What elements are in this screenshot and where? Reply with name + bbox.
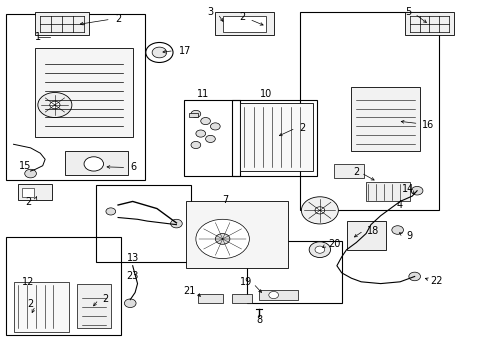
- Circle shape: [145, 42, 173, 63]
- Bar: [259, 290, 297, 300]
- Text: 2: 2: [25, 197, 31, 207]
- Bar: [366, 182, 409, 202]
- Text: 15: 15: [19, 161, 31, 171]
- Text: 21: 21: [183, 287, 195, 296]
- Circle shape: [268, 292, 278, 298]
- Text: 11: 11: [197, 89, 209, 99]
- Bar: [96, 185, 191, 262]
- Bar: [6, 14, 144, 180]
- Circle shape: [314, 246, 324, 253]
- Bar: [19, 184, 52, 200]
- Circle shape: [106, 208, 116, 215]
- Circle shape: [215, 234, 229, 244]
- Bar: [232, 294, 251, 303]
- Bar: [77, 284, 111, 328]
- Bar: [334, 164, 363, 178]
- Circle shape: [191, 141, 201, 149]
- Circle shape: [152, 47, 166, 58]
- Bar: [35, 48, 132, 137]
- Text: 23: 23: [126, 271, 139, 281]
- Text: 2: 2: [352, 167, 359, 177]
- Text: 2: 2: [239, 13, 244, 22]
- Bar: [246, 241, 341, 303]
- Text: 18: 18: [366, 226, 379, 236]
- Circle shape: [50, 101, 60, 109]
- Text: 12: 12: [22, 277, 34, 287]
- Text: 2: 2: [102, 294, 108, 303]
- Bar: [22, 188, 34, 197]
- Text: 2: 2: [298, 123, 305, 133]
- Text: 7: 7: [222, 195, 228, 204]
- Circle shape: [410, 186, 422, 195]
- Bar: [188, 113, 198, 117]
- Text: 20: 20: [327, 239, 340, 249]
- Text: 17: 17: [179, 46, 191, 56]
- Text: 10: 10: [260, 89, 272, 99]
- Bar: [186, 202, 287, 267]
- Circle shape: [308, 242, 330, 257]
- Bar: [6, 237, 120, 336]
- Text: 14: 14: [401, 184, 413, 194]
- Text: 19: 19: [240, 277, 252, 287]
- Circle shape: [196, 130, 205, 137]
- Bar: [183, 100, 239, 176]
- Text: 16: 16: [421, 120, 433, 130]
- Text: 13: 13: [126, 252, 139, 262]
- Bar: [300, 12, 438, 210]
- Text: 2: 2: [116, 14, 122, 24]
- Circle shape: [408, 272, 420, 281]
- Text: 3: 3: [207, 7, 213, 17]
- Circle shape: [124, 299, 136, 307]
- Circle shape: [205, 135, 215, 143]
- Bar: [232, 100, 317, 176]
- Text: 8: 8: [256, 315, 262, 325]
- Circle shape: [391, 226, 403, 234]
- Bar: [35, 12, 89, 35]
- Bar: [64, 152, 127, 175]
- Text: 9: 9: [405, 231, 411, 241]
- Bar: [198, 294, 222, 303]
- Circle shape: [196, 219, 249, 258]
- Text: 6: 6: [130, 162, 136, 172]
- Bar: [351, 87, 419, 152]
- Circle shape: [25, 169, 36, 178]
- Circle shape: [191, 111, 201, 117]
- Circle shape: [38, 93, 72, 117]
- Bar: [215, 12, 273, 35]
- Bar: [222, 16, 266, 32]
- Bar: [239, 103, 312, 171]
- Text: 5: 5: [404, 7, 410, 17]
- Circle shape: [314, 207, 324, 214]
- Bar: [404, 12, 453, 35]
- Text: 2: 2: [27, 299, 34, 309]
- Circle shape: [201, 117, 210, 125]
- Bar: [346, 221, 385, 249]
- Circle shape: [84, 157, 103, 171]
- Text: 22: 22: [429, 276, 442, 286]
- Circle shape: [210, 123, 220, 130]
- Bar: [14, 282, 69, 332]
- Text: 1: 1: [35, 32, 41, 42]
- Circle shape: [170, 219, 182, 228]
- Text: 4: 4: [396, 200, 402, 210]
- Circle shape: [301, 197, 338, 224]
